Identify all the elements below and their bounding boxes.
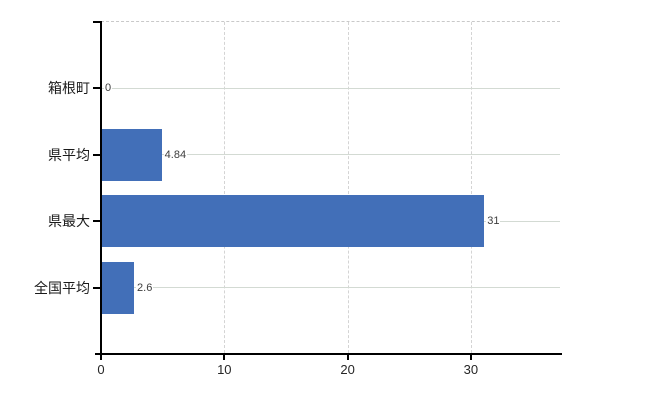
vertical-gridline xyxy=(224,22,226,353)
x-tick-label: 20 xyxy=(340,362,355,377)
vertical-gridline xyxy=(347,22,349,353)
y-axis-tick xyxy=(93,153,100,156)
y-axis-tick xyxy=(93,21,100,23)
category-label: 県最大 xyxy=(48,213,90,230)
y-axis xyxy=(100,21,102,355)
row-gridline xyxy=(102,287,560,289)
x-axis-tick xyxy=(223,355,226,360)
category-label: 全国平均 xyxy=(34,279,90,296)
value-label: 0 xyxy=(104,81,113,96)
y-axis-tick xyxy=(93,87,100,90)
category-label: 県平均 xyxy=(48,146,90,163)
row-gridline xyxy=(102,87,560,89)
value-label: 31 xyxy=(486,214,501,229)
y-axis-tick xyxy=(93,286,100,289)
value-label: 4.84 xyxy=(163,147,188,162)
x-axis-tick xyxy=(346,355,349,360)
vertical-gridline xyxy=(470,22,472,353)
x-tick-label: 10 xyxy=(217,362,232,377)
x-tick-label: 0 xyxy=(97,362,105,377)
x-axis-tick xyxy=(469,355,472,360)
bar xyxy=(102,195,485,248)
plot-top-border xyxy=(101,21,560,22)
x-axis-tick xyxy=(100,355,102,360)
y-axis-tick xyxy=(93,220,100,223)
value-label: 2.6 xyxy=(136,280,154,295)
category-label: 箱根町 xyxy=(48,80,90,97)
bar xyxy=(102,261,135,314)
row-gridline xyxy=(102,154,560,156)
bar xyxy=(102,128,162,181)
x-axis xyxy=(95,353,562,355)
x-tick-label: 30 xyxy=(463,362,479,377)
